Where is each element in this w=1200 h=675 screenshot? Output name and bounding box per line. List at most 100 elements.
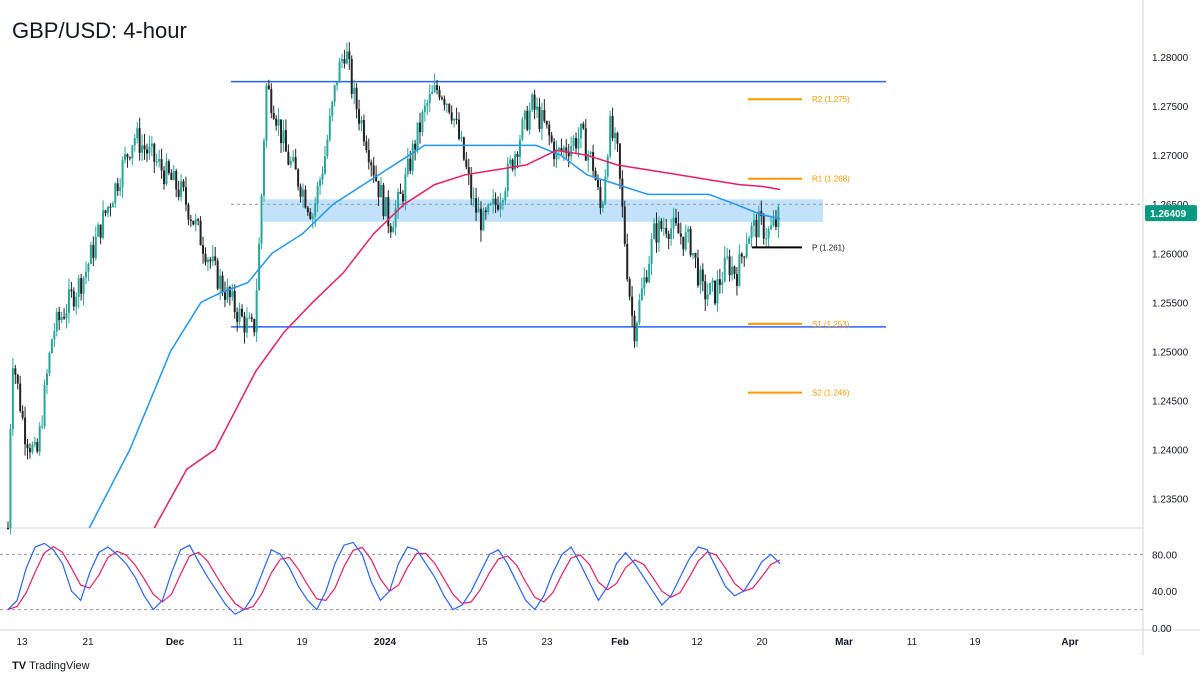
candle-body: [670, 228, 673, 240]
candle-body: [762, 216, 765, 239]
candle-body: [24, 417, 27, 445]
candle-body: [92, 244, 95, 258]
candle-body: [197, 219, 200, 221]
candle-body: [333, 85, 336, 102]
candle-body: [623, 206, 626, 245]
candle-body: [33, 442, 36, 445]
candle-body: [748, 237, 751, 244]
candle-body: [360, 119, 363, 124]
candle-body: [755, 219, 758, 238]
y-tick-label: 1.28000: [1152, 53, 1189, 64]
candle-body: [584, 128, 587, 161]
chart-title: GBP/USD: 4-hour: [12, 18, 187, 43]
candle-body: [41, 426, 44, 428]
candle-body: [543, 109, 546, 121]
candle-body: [260, 195, 263, 244]
candle-body: [455, 118, 458, 120]
candle-body: [170, 172, 173, 180]
candle-body: [19, 383, 22, 412]
stoch-tick-label: 40.00: [1152, 587, 1177, 598]
candle-body: [533, 94, 536, 110]
candle-body: [85, 271, 88, 278]
tradingview-watermark: TV TradingView: [12, 660, 90, 672]
candle-body: [516, 154, 519, 158]
last-price-tag: [1145, 205, 1197, 222]
candle-body: [9, 429, 12, 529]
candle-body: [97, 224, 100, 237]
candle-body: [643, 277, 646, 289]
candle-body: [94, 236, 97, 258]
candle-body: [316, 185, 319, 204]
candle-body: [63, 316, 66, 319]
candle-body: [774, 219, 777, 228]
candle-body: [87, 263, 90, 272]
candle-body: [292, 157, 295, 161]
candle-body: [70, 289, 73, 292]
candle-body: [175, 170, 178, 190]
candle-body: [248, 317, 251, 319]
candle-body: [713, 280, 716, 304]
candle-body: [545, 120, 548, 125]
candle-body: [340, 59, 343, 62]
candle-body: [606, 156, 609, 177]
candle-body: [653, 223, 656, 239]
candle-body: [167, 161, 170, 173]
candle-body: [497, 205, 500, 210]
candle-body: [243, 316, 246, 333]
candle-body: [36, 442, 39, 452]
stoch-tick-label: 80.00: [1152, 550, 1177, 561]
pivot-label: P (1.261): [812, 243, 845, 252]
candle-body: [677, 223, 680, 234]
candle-body: [401, 193, 404, 202]
candle-body: [133, 138, 136, 146]
candle-body: [289, 160, 292, 165]
moving-average-line: [153, 149, 781, 529]
candle-body: [711, 280, 714, 283]
candle-body: [770, 225, 773, 230]
candle-body: [611, 116, 614, 139]
y-tick-label: 1.26000: [1152, 249, 1189, 260]
candle-body: [199, 220, 202, 246]
candle-body: [699, 269, 702, 286]
candle-body: [236, 312, 239, 322]
candle-body: [138, 128, 141, 153]
candle-body: [640, 288, 643, 301]
candle-body: [487, 204, 490, 213]
candle-body: [687, 228, 690, 233]
candle-body: [136, 128, 139, 139]
candle-body: [421, 112, 424, 133]
candle-body: [336, 82, 339, 86]
candle-body: [145, 149, 148, 154]
candle-body: [377, 180, 380, 198]
candle-body: [399, 191, 402, 194]
candle-body: [294, 157, 297, 170]
candle-body: [194, 219, 197, 225]
candle-body: [589, 152, 592, 155]
candle-body: [153, 143, 156, 162]
y-tick-label: 1.25500: [1152, 298, 1189, 309]
candle-body: [679, 233, 682, 237]
candle-body: [665, 227, 668, 234]
candle-body: [657, 220, 660, 243]
candle-body: [265, 85, 268, 141]
candle-body: [509, 159, 512, 164]
candle-body: [482, 210, 485, 231]
candle-body: [231, 290, 234, 298]
candle-body: [301, 189, 304, 197]
candle-body: [540, 109, 543, 129]
candle-body: [528, 109, 531, 130]
candle-body: [141, 145, 144, 153]
candle-body: [499, 202, 502, 210]
candle-body: [382, 184, 385, 217]
candle-body: [255, 290, 258, 333]
candle-body: [621, 178, 624, 207]
candle-body: [26, 444, 29, 449]
candle-body: [311, 216, 314, 219]
candle-body: [72, 291, 75, 307]
y-tick-label: 1.24500: [1152, 396, 1189, 407]
candle-body: [355, 87, 358, 110]
candle-body: [38, 426, 41, 452]
candle-body: [723, 257, 726, 282]
candle-body: [594, 170, 597, 181]
